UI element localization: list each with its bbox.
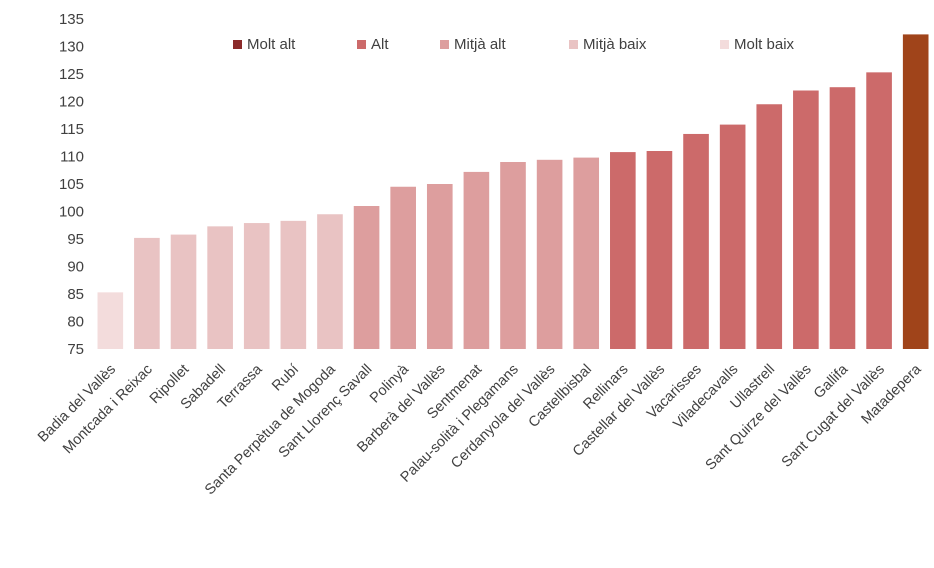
y-tick-label: 95 [67,231,84,248]
y-tick-label: 110 [60,149,84,166]
bar [207,226,233,349]
legend-swatch [440,40,449,49]
bar [610,152,636,349]
bar [280,220,307,349]
bar [97,292,124,349]
legend-label: Molt alt [247,36,296,53]
legend-swatch [720,40,729,49]
bar [536,159,563,349]
bar [573,157,600,349]
bar [317,214,343,349]
legend-item: Mitjà baix [569,36,647,53]
legend-label: Alt [371,36,389,53]
bar [756,104,783,349]
legend-swatch [569,40,578,49]
bar [463,171,490,349]
bar [719,124,746,349]
bar [646,151,673,349]
y-tick-label: 85 [67,286,84,303]
y-tick-label: 80 [67,314,84,331]
bar [866,72,892,349]
legend-item: Molt baix [720,36,795,53]
bar [353,206,380,349]
y-axis: 75 80 85 90 95 100 105 110 115 120 125 130 135 [59,11,84,358]
legend-item: Alt [357,36,389,53]
bar [243,223,270,349]
y-tick-label: 105 [59,176,84,193]
legend-swatch [233,40,242,49]
legend-item: Mitjà alt [440,36,507,53]
y-tick-label: 115 [60,121,84,138]
y-tick-label: 125 [59,66,84,83]
bar [170,234,197,349]
y-tick-label: 100 [59,204,84,221]
legend-swatch [357,40,366,49]
legend-item: Molt alt [233,36,296,53]
bars [97,34,929,350]
legend-label: Molt baix [734,36,795,53]
bar [426,184,453,349]
legend-label: Mitjà baix [583,36,647,53]
x-tick-label: Rubí [269,362,302,395]
bar [829,87,856,349]
y-tick-label: 90 [67,259,84,276]
y-tick-label: 130 [59,39,84,56]
bar [902,34,929,350]
bar [793,90,819,349]
legend-label: Mitjà alt [454,36,507,53]
bar [500,162,526,349]
bar [390,186,416,349]
y-tick-label: 135 [59,11,84,28]
bar [134,237,160,349]
legend: Molt alt Alt Mitjà alt Mitjà baix Molt baix [233,36,795,53]
bar [683,133,709,349]
y-tick-label: 120 [59,94,84,111]
y-tick-label: 75 [67,341,84,358]
